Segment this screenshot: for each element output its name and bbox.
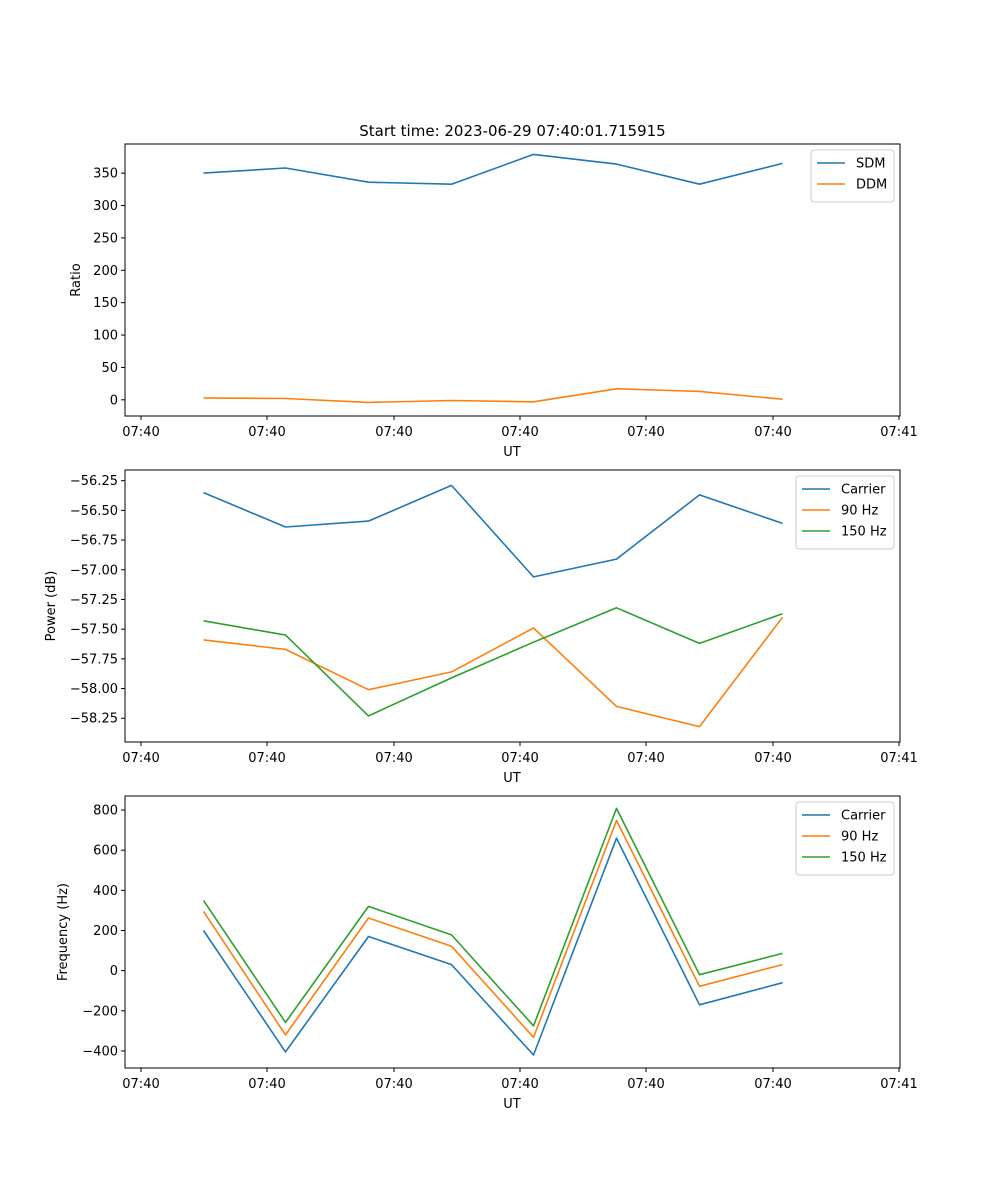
- legend-label: DDM: [856, 178, 887, 193]
- chart-panel-1: 07:40 07:40 07:40 07:40 07:40 07:40 07:41 UT 0 50…: [69, 143, 918, 460]
- x-tick-label: 07:40: [248, 425, 285, 440]
- y-tick-label: 0: [110, 964, 118, 979]
- x-tick-label: 07:40: [248, 751, 285, 766]
- axes-frame: [124, 795, 901, 1069]
- y-tick-label: 50: [101, 361, 118, 376]
- legend-label: 90 Hz: [841, 504, 878, 519]
- x-tick-label: 07:40: [501, 1077, 538, 1092]
- legend-label: 150 Hz: [841, 851, 887, 866]
- x-tick-label: 07:40: [754, 751, 791, 766]
- x-tick-label: 07:40: [754, 1077, 791, 1092]
- x-tick-label: 07:41: [880, 751, 917, 766]
- figure-title: Start time: 2023-06-29 07:40:01.715915: [359, 122, 665, 140]
- y-tick-label: −56.50: [70, 504, 118, 519]
- legend-label: 150 Hz: [841, 525, 887, 540]
- y-tick-label: 400: [93, 884, 118, 899]
- legend-label: Carrier: [841, 483, 886, 498]
- axes-frame: [124, 469, 901, 743]
- y-axis-label: Power (dB): [44, 571, 59, 642]
- y-tick-label: 350: [93, 167, 118, 182]
- series-line: [203, 616, 784, 728]
- series-line: [203, 387, 783, 404]
- y-tick-label: −57.50: [70, 623, 118, 638]
- y-tick-label: 0: [110, 393, 118, 408]
- x-axis-label: UT: [503, 445, 521, 460]
- y-tick-label: −57.25: [70, 593, 118, 608]
- chart-panel-2: 07:40 07:40 07:40 07:40 07:40 07:40 07:41 UT −56…: [44, 469, 918, 786]
- x-tick-label: 07:40: [501, 425, 538, 440]
- y-tick-label: −200: [82, 1004, 118, 1019]
- x-tick-label: 07:40: [627, 1077, 664, 1092]
- y-tick-label: 100: [93, 329, 118, 344]
- y-tick-label: 300: [93, 199, 118, 214]
- y-tick-label: −400: [82, 1044, 118, 1059]
- x-axis-label: UT: [503, 771, 521, 786]
- y-tick-label: −57.75: [70, 652, 118, 667]
- x-tick-label: 07:40: [375, 751, 412, 766]
- y-axis-label: Frequency (Hz): [56, 883, 71, 981]
- x-tick-label: 07:40: [627, 425, 664, 440]
- y-tick-label: 200: [93, 264, 118, 279]
- y-axis-label: Ratio: [69, 263, 84, 296]
- x-tick-label: 07:40: [122, 425, 159, 440]
- y-tick-label: −57.00: [70, 563, 118, 578]
- chart-panel-3: 07:40 07:40 07:40 07:40 07:40 07:40 07:41 UT −40…: [56, 795, 918, 1112]
- y-tick-label: 250: [93, 231, 118, 246]
- y-tick-label: 200: [93, 924, 118, 939]
- legend-label: Carrier: [841, 809, 886, 824]
- y-tick-label: 600: [93, 844, 118, 859]
- x-tick-label: 07:41: [880, 1077, 917, 1092]
- y-tick-label: −56.75: [70, 534, 118, 549]
- series-line: [202, 807, 783, 1027]
- x-axis-label: UT: [503, 1097, 521, 1112]
- x-tick-label: 07:40: [122, 751, 159, 766]
- x-tick-label: 07:40: [375, 425, 412, 440]
- x-tick-label: 07:40: [248, 1077, 285, 1092]
- x-tick-label: 07:40: [375, 1077, 412, 1092]
- y-tick-label: 150: [93, 296, 118, 311]
- x-tick-label: 07:40: [754, 425, 791, 440]
- axes-frame: [124, 143, 901, 417]
- y-tick-label: −58.00: [70, 682, 118, 697]
- x-tick-label: 07:41: [880, 425, 917, 440]
- y-tick-label: 800: [93, 804, 118, 819]
- x-tick-label: 07:40: [501, 751, 538, 766]
- legend-label: SDM: [856, 157, 885, 172]
- x-tick-label: 07:40: [627, 751, 664, 766]
- y-tick-label: −58.25: [70, 712, 118, 727]
- series-line: [202, 837, 783, 1056]
- series-line: [203, 484, 783, 578]
- x-tick-label: 07:40: [122, 1077, 159, 1092]
- legend-label: 90 Hz: [841, 830, 878, 845]
- series-line: [202, 819, 783, 1039]
- series-line: [203, 606, 783, 717]
- series-line: [203, 153, 783, 185]
- y-tick-label: −56.25: [70, 474, 118, 489]
